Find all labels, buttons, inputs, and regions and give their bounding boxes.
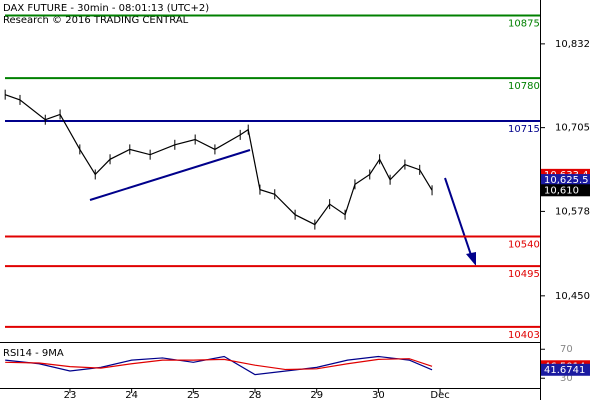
series-line bbox=[5, 355, 433, 376]
arrow-head bbox=[466, 252, 476, 266]
chart-title: DAX FUTURE - 30min - 08:01:13 (UTC+2) bbox=[3, 3, 209, 14]
forecast-arrow bbox=[444, 177, 473, 259]
level-label: 10780 bbox=[508, 81, 540, 92]
price-tag bbox=[541, 363, 590, 376]
x-tick-label: 25 bbox=[187, 390, 200, 400]
y-tick-label: 10,578 bbox=[555, 206, 590, 217]
price-tag bbox=[541, 184, 590, 197]
y-tick-label: 30 bbox=[560, 373, 573, 384]
level-label: 10875 bbox=[508, 19, 540, 30]
x-tick-label: 24 bbox=[125, 390, 138, 400]
trend-line bbox=[89, 149, 251, 201]
level-label: 10403 bbox=[508, 330, 540, 341]
level-label: 10715 bbox=[508, 124, 540, 135]
x-tick-label: 23 bbox=[64, 390, 77, 400]
price-tag-label: 10,610 bbox=[544, 185, 579, 196]
price-tag-label: 41.6741 bbox=[544, 365, 585, 376]
level-label: 10495 bbox=[508, 269, 540, 280]
x-tick-label: 29 bbox=[310, 390, 323, 400]
level-label: 10540 bbox=[508, 239, 540, 250]
y-tick-label: 10,832 bbox=[555, 39, 590, 50]
x-tick-label: 30 bbox=[372, 390, 385, 400]
x-tick-label: Dec bbox=[430, 390, 449, 400]
price-tag bbox=[541, 174, 590, 187]
price-tag-label: 10,625.5 bbox=[544, 175, 589, 186]
chart-subtitle: Research © 2016 TRADING CENTRAL bbox=[3, 15, 189, 26]
series-line bbox=[5, 358, 433, 371]
x-tick-label: 28 bbox=[249, 390, 262, 400]
y-tick-label: 10,450 bbox=[555, 291, 590, 302]
y-tick-label: 70 bbox=[560, 344, 573, 355]
y-tick-label: 10,705 bbox=[555, 123, 590, 134]
rsi-title: RSI14 - 9MA bbox=[3, 348, 64, 359]
